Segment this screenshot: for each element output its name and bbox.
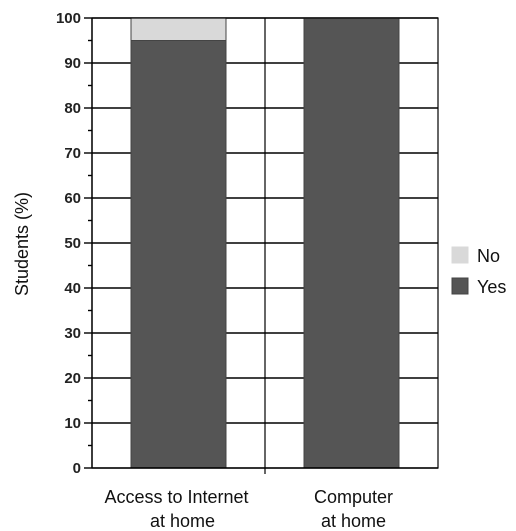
bar-no-1 <box>130 17 227 41</box>
y-tick-label-10: 10 <box>64 415 81 432</box>
y-tick-label-60: 60 <box>64 190 81 207</box>
bar-yes-2 <box>303 17 400 469</box>
bar-yes-1 <box>130 40 227 469</box>
y-tick-label-30: 30 <box>64 325 81 342</box>
legend-label-no: No <box>477 246 500 266</box>
y-tick-label-0: 0 <box>73 460 81 477</box>
y-axis: 0 10 20 30 40 50 60 70 80 90 100 <box>56 10 93 477</box>
legend-label-yes: Yes <box>477 277 506 297</box>
y-tick-label-50: 50 <box>64 235 81 252</box>
y-tick-label-20: 20 <box>64 370 81 387</box>
y-tick-label-90: 90 <box>64 55 81 72</box>
bars <box>130 17 400 469</box>
y-tick-label-40: 40 <box>64 280 81 297</box>
y-tick-label-80: 80 <box>64 100 81 117</box>
legend-swatch-no <box>451 246 469 264</box>
y-tick-label-70: 70 <box>64 145 81 162</box>
x-category-label-1: Access to Internet at home <box>104 487 248 531</box>
legend-swatch-yes <box>451 277 469 295</box>
x-category-label-2: Computer at home <box>314 487 393 531</box>
x-axis: Access to Internet at home Computer at home <box>92 467 438 531</box>
y-tick-label-100: 100 <box>56 10 81 27</box>
legend: No Yes <box>451 246 506 297</box>
y-axis-title: Students (%) <box>12 192 32 296</box>
